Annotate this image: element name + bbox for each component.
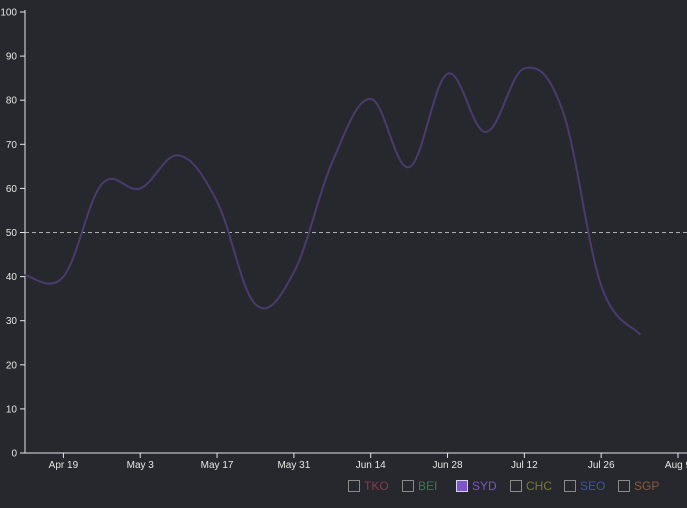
legend-checkbox[interactable]	[456, 480, 468, 492]
y-tick-label: 80	[6, 96, 18, 107]
legend-checkbox[interactable]	[564, 480, 576, 492]
x-tick-label: May 17	[201, 460, 234, 471]
legend-checkbox[interactable]	[348, 480, 360, 492]
x-axis: Apr 19 May 3 May 17 May 31 Jun 14 Jun 28 Jul 1…	[25, 452, 687, 471]
y-tick-label: 0	[11, 449, 17, 460]
legend-item-syd[interactable]: SYD	[456, 479, 498, 493]
legend-item-tko[interactable]: TKO	[348, 479, 389, 493]
y-tick-label: 60	[6, 184, 18, 195]
x-tick-label: May 31	[277, 460, 310, 471]
legend-checkbox[interactable]	[510, 480, 522, 492]
legend-item-chc[interactable]: CHC	[510, 479, 553, 493]
legend-label: SYD	[472, 479, 497, 493]
legend-label: BEI	[418, 479, 437, 493]
x-tick-label: May 3	[127, 460, 155, 471]
legend-checkbox[interactable]	[618, 480, 630, 492]
legend-checkbox[interactable]	[402, 480, 414, 492]
x-tick-label: Aug 9	[665, 460, 687, 471]
legend-label: SGP	[634, 479, 659, 493]
legend-label: SEO	[580, 479, 605, 493]
x-tick-label: Apr 19	[49, 460, 79, 471]
x-tick-label: Jun 28	[433, 460, 463, 471]
legend-label: TKO	[364, 479, 389, 493]
y-tick-label: 40	[6, 272, 18, 283]
x-tick-label: Jul 12	[511, 460, 538, 471]
legend: TKO BEI SYD CHC SEO SGP	[348, 479, 660, 493]
legend-item-seo[interactable]: SEO	[564, 479, 606, 493]
y-axis: 0 10 20 30 40 50 60 70 80 90 100	[0, 8, 26, 460]
x-tick-label: Jun 14	[356, 460, 386, 471]
y-tick-label: 30	[6, 316, 18, 327]
legend-item-bei[interactable]: BEI	[402, 479, 438, 493]
y-tick-label: 100	[0, 8, 17, 19]
series-layer	[24, 66, 641, 335]
y-tick-label: 10	[6, 404, 18, 415]
x-tick-label: Jul 26	[588, 460, 615, 471]
y-tick-label: 70	[6, 140, 18, 151]
y-tick-label: 90	[6, 52, 18, 63]
y-tick-label: 20	[6, 360, 18, 371]
series-line-syd	[24, 66, 641, 335]
legend-item-sgp[interactable]: SGP	[618, 479, 660, 493]
y-tick-label: 50	[6, 228, 18, 239]
legend-label: CHC	[526, 479, 552, 493]
